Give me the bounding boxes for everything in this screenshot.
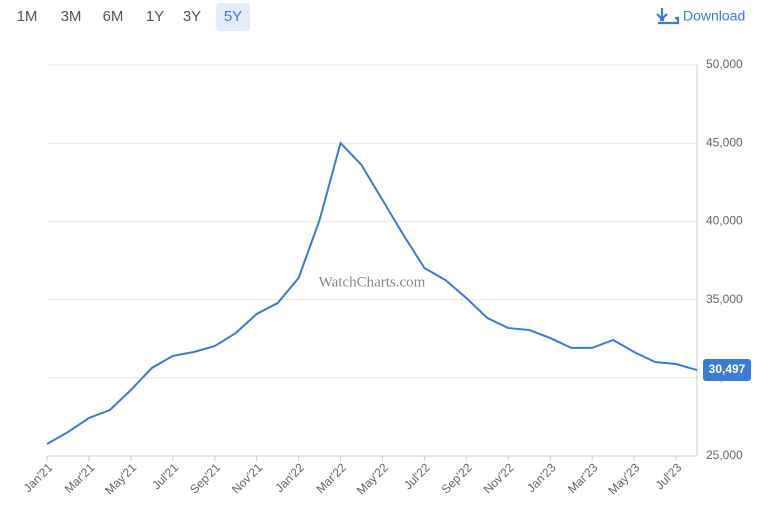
- range-button[interactable]: 3Y: [183, 8, 201, 25]
- range-button[interactable]: 1M: [17, 8, 38, 25]
- range-button[interactable]: 6M: [103, 8, 124, 25]
- y-tick-label: 25,000: [706, 448, 743, 462]
- x-tick-label: Mar'21: [62, 460, 98, 496]
- watermark: WatchCharts.com: [319, 274, 426, 290]
- x-tick-label: Jul'21: [149, 460, 181, 492]
- y-tick-label: 45,000: [706, 135, 743, 149]
- x-tick-label: Jan'21: [21, 460, 56, 495]
- last-value-label: 30,497: [709, 362, 746, 376]
- download-button[interactable]: Download: [683, 8, 745, 24]
- last-value-badge: [703, 359, 751, 382]
- x-tick-label: Nov'21: [229, 460, 265, 496]
- x-tick-label: Sep'22: [439, 460, 475, 496]
- range-button-bg[interactable]: [216, 3, 250, 31]
- download-icon[interactable]: [656, 8, 680, 25]
- x-tick-label: May'23: [605, 460, 642, 497]
- price-line: [46, 141, 698, 445]
- x-tick-label: Mar'23: [565, 460, 601, 496]
- y-tick-label: 35,000: [706, 292, 743, 306]
- range-button[interactable]: 5Y: [224, 8, 242, 25]
- y-tick-label: 40,000: [706, 214, 743, 228]
- x-tick-label: Jan'23: [524, 460, 559, 495]
- x-tick-label: Mar'22: [313, 460, 349, 496]
- x-tick-label: May'22: [354, 460, 391, 497]
- x-tick-label: Sep'21: [187, 460, 223, 496]
- y-tick-label: 50,000: [706, 57, 743, 71]
- x-tick-label: Nov'22: [481, 460, 517, 496]
- x-tick-label: Jul'23: [653, 460, 685, 492]
- x-tick-label: Jul'22: [401, 460, 433, 492]
- range-button[interactable]: 3M: [61, 8, 82, 25]
- range-button[interactable]: 1Y: [146, 8, 164, 25]
- x-tick-label: Jan'22: [272, 460, 307, 495]
- x-tick-label: May'21: [102, 460, 139, 497]
